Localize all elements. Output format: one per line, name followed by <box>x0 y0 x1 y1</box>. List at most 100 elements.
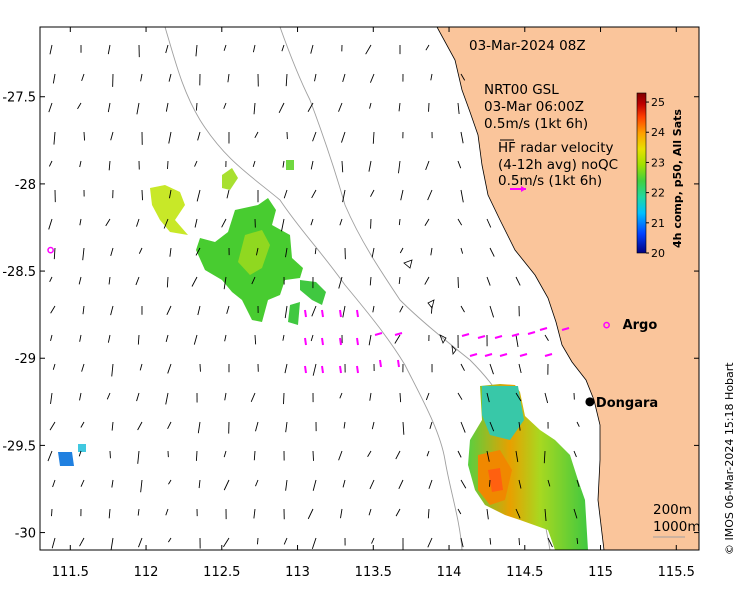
gsl-vector <box>80 421 85 428</box>
gsl-vector <box>167 421 172 429</box>
gsl-vector <box>457 160 462 169</box>
gsl-vector <box>110 131 114 141</box>
gsl-vector <box>81 363 85 372</box>
hf-vector <box>321 337 324 346</box>
gsl-vector <box>196 189 201 202</box>
gsl-vector <box>489 247 495 257</box>
gsl-vector <box>460 247 464 254</box>
gsl-scale: 0.5m/s (1kt 6h) <box>484 116 588 132</box>
gsl-vector <box>49 44 53 55</box>
y-tick-label: -28 <box>15 178 36 193</box>
gsl-vector <box>398 160 401 174</box>
hf-vector <box>304 309 307 318</box>
gsl-vector <box>399 305 404 313</box>
gsl-vector <box>518 421 521 431</box>
gsl-vector <box>367 450 372 458</box>
gsl-vector <box>250 392 256 403</box>
gsl-vector <box>282 567 284 572</box>
gsl-vector <box>51 537 56 549</box>
gsl-vector <box>108 160 111 171</box>
gsl-vector <box>543 450 546 464</box>
gsl-vector <box>341 131 346 143</box>
gsl-vector <box>312 363 317 376</box>
gsl-vector <box>285 479 288 491</box>
gsl-vector <box>370 189 375 197</box>
gsl-vector <box>489 305 495 318</box>
gsl-vector <box>137 421 143 431</box>
gsl-vector <box>253 450 256 461</box>
colorbar <box>636 92 647 254</box>
gsl-vector <box>136 218 140 227</box>
gsl-vector <box>165 44 169 54</box>
gsl-vector <box>223 102 227 109</box>
gsl-vector <box>515 276 521 286</box>
gsl-vector <box>137 508 140 516</box>
gsl-vector <box>460 479 467 489</box>
gsl-vector <box>402 421 405 435</box>
gsl-vector <box>365 44 372 55</box>
gsl-vector <box>167 363 172 374</box>
colorbar-tick-label: 20 <box>651 247 665 260</box>
gsl-title: NRT00 GSL <box>484 82 559 98</box>
gsl-vector <box>339 392 343 399</box>
gsl-vector <box>339 218 343 226</box>
gsl-vector <box>368 334 372 346</box>
hf-vector <box>339 337 342 346</box>
gsl-vector <box>341 567 342 576</box>
gsl-vector <box>547 537 553 548</box>
gsl-vector <box>573 450 577 458</box>
gsl-vector <box>399 247 404 254</box>
gsl-vector <box>312 131 317 142</box>
gsl-vector <box>79 160 82 168</box>
gsl-vector <box>253 102 256 115</box>
timestamp-label: 03-Mar-2024 08Z <box>469 38 586 54</box>
gsl-vector <box>369 73 375 83</box>
gsl-vector <box>163 218 169 229</box>
sst-patches-south <box>468 384 588 550</box>
gsl-vector <box>457 508 462 515</box>
gsl-vector <box>47 450 53 462</box>
gsl-vector <box>53 247 56 260</box>
gsl-vector <box>198 479 201 489</box>
gsl-vector <box>460 305 465 313</box>
gsl-vector <box>52 479 56 488</box>
gsl-vector <box>195 102 198 111</box>
sst-patches-north <box>58 160 326 466</box>
gsl-vector <box>395 450 401 460</box>
gsl-vector <box>80 479 85 487</box>
contour-1000m <box>164 27 463 550</box>
gsl-vector <box>282 334 285 341</box>
gsl-vector <box>281 218 285 232</box>
gsl-vector <box>165 567 168 574</box>
gsl-vector <box>194 160 198 167</box>
gsl-vector <box>251 276 256 285</box>
colorbar-tick-label: 21 <box>651 217 665 230</box>
gsl-vector <box>486 450 490 462</box>
gsl-vector <box>457 450 462 458</box>
gsl-vector <box>252 160 256 168</box>
gsl-vector <box>429 421 433 430</box>
hf-vector <box>461 333 470 337</box>
gsl-vector <box>136 102 140 115</box>
places-layer: Dongara Argo <box>47 246 658 411</box>
gsl-vector <box>49 276 53 282</box>
gsl-vector <box>52 363 56 370</box>
gsl-vector <box>195 247 201 256</box>
gsl-vector <box>254 334 257 345</box>
y-tick-label: -29.5 <box>2 439 36 454</box>
gsl-vector <box>82 247 85 261</box>
gsl-vector <box>428 479 433 489</box>
gsl-vector <box>108 567 110 579</box>
gsl-vector <box>165 102 169 112</box>
gsl-vector <box>424 276 430 285</box>
y-tick-label: -30 <box>15 527 36 542</box>
gsl-vector <box>427 189 433 201</box>
gsl-vector <box>312 479 317 491</box>
gsl-vector <box>515 334 519 347</box>
gsl-vector <box>223 479 230 491</box>
gsl-vector <box>105 218 111 227</box>
gsl-vector <box>342 189 346 203</box>
gsl-vector <box>166 305 172 316</box>
x-tick-label: 114.5 <box>506 565 543 580</box>
gsl-vector <box>342 305 346 318</box>
